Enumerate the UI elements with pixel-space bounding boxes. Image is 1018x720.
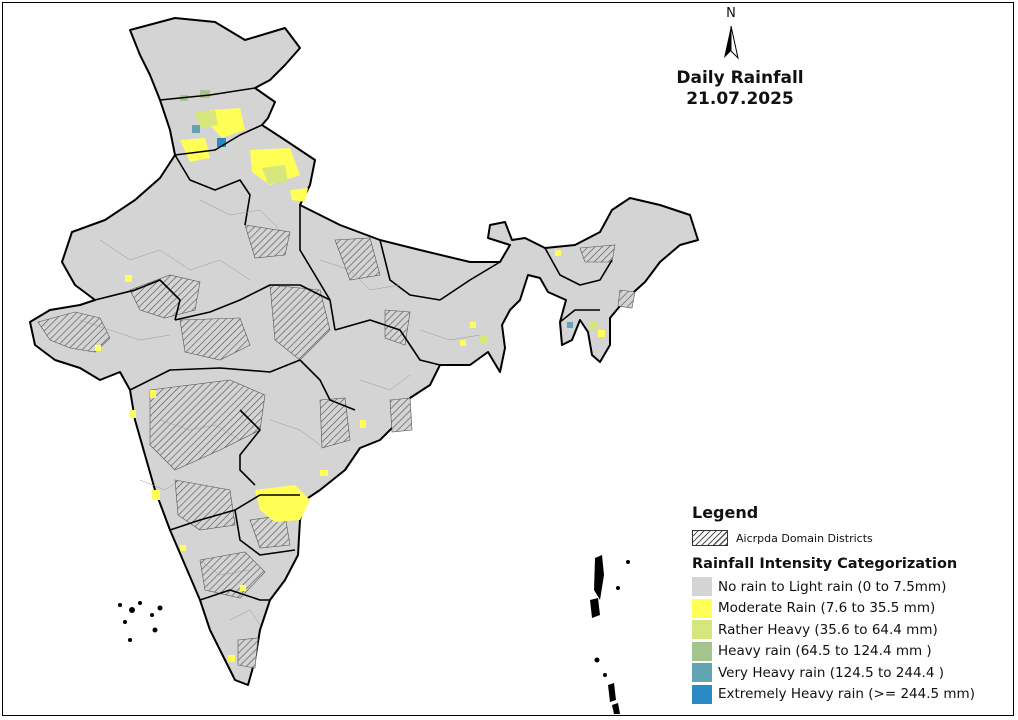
legend-category-row: No rain to Light rain (0 to 7.5mm) xyxy=(692,576,1012,598)
north-label: N xyxy=(726,6,736,21)
legend-category-row: Very Heavy rain (124.5 to 244.4 ) xyxy=(692,662,1012,684)
legend-title: Legend xyxy=(692,503,759,522)
map-title: Daily Rainfall 21.07.2025 xyxy=(640,68,840,110)
legend-swatch xyxy=(692,620,712,640)
legend-category-label: No rain to Light rain (0 to 7.5mm) xyxy=(718,578,947,595)
legend-swatch xyxy=(692,598,712,618)
legend-category-label: Moderate Rain (7.6 to 35.5 mm) xyxy=(718,600,936,617)
legend-category-label: Extremely Heavy rain (>= 244.5 mm) xyxy=(718,686,975,703)
title-line-1: Daily Rainfall xyxy=(676,68,804,88)
legend-category-row: Rather Heavy (35.6 to 64.4 mm) xyxy=(692,619,1012,641)
very-heavy-rain-areas xyxy=(192,125,573,328)
legend: Legend Aicrpda Domain Districts Rainfall… xyxy=(692,503,1012,705)
north-arrow: N xyxy=(716,6,746,66)
district-boundaries xyxy=(79,199,481,626)
state-boundaries xyxy=(94,87,613,601)
legend-category-row: Extremely Heavy rain (>= 244.5 mm) xyxy=(692,684,1012,706)
legend-swatch xyxy=(692,663,712,683)
legend-swatch xyxy=(692,641,712,661)
north-arrow-icon xyxy=(724,25,739,60)
categorization-title: Rainfall Intensity Categorization xyxy=(692,556,958,572)
legend-category-row: Moderate Rain (7.6 to 35.5 mm) xyxy=(692,598,1012,620)
legend-category-label: Very Heavy rain (124.5 to 244.4 ) xyxy=(718,664,944,681)
category-list: No rain to Light rain (0 to 7.5mm) Modera… xyxy=(692,576,1012,705)
rather-heavy-rain-areas xyxy=(195,110,597,343)
hatch-swatch xyxy=(692,530,728,546)
legend-domain-row: Aicrpda Domain Districts xyxy=(692,528,1012,548)
legend-swatch xyxy=(692,577,712,597)
legend-category-row: Heavy rain (64.5 to 124.4 mm ) xyxy=(692,641,1012,663)
legend-category-label: Heavy rain (64.5 to 124.4 mm ) xyxy=(718,643,932,660)
title-date: 21.07.2025 xyxy=(686,89,794,109)
aicrpda-domain-districts xyxy=(37,224,636,669)
andaman-nicobar-islands xyxy=(590,555,630,714)
domain-label: Aicrpda Domain Districts xyxy=(736,531,873,545)
extremely-heavy-rain-areas xyxy=(217,138,226,147)
lakshadweep-islands xyxy=(118,601,163,642)
legend-swatch xyxy=(692,684,712,704)
legend-category-label: Rather Heavy (35.6 to 64.4 mm) xyxy=(718,621,938,638)
